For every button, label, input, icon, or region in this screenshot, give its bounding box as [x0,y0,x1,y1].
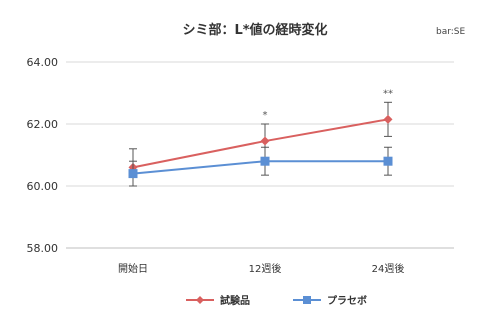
x-tick-label: 12週後 [249,262,282,275]
legend: 試験品 プラセボ [186,294,367,307]
significance-annotations: *** [263,88,394,121]
y-axis-ticks: 58.00 60.00 62.00 64.00 [27,56,59,255]
y-tick-label: 62.00 [27,118,59,131]
legend-item-1: 試験品 [186,294,250,307]
series-2 [128,146,393,187]
y-tick-label: 58.00 [27,242,59,255]
y-tick-label: 60.00 [27,180,59,193]
gridlines [66,61,454,249]
series-1 [128,101,393,187]
legend-marker [303,296,311,304]
x-tick-label: 24週後 [372,262,405,275]
data-point [383,114,393,124]
data-point [383,156,393,166]
legend-label: プラセボ [327,294,367,307]
y-tick-label: 64.00 [27,56,59,69]
data-point [128,169,138,179]
significance-marker: * [263,110,268,121]
data-point [260,136,270,146]
x-tick-label: 開始日 [118,262,148,275]
chart-title: シミ部：L*値の経時変化 [182,22,327,38]
legend-marker [196,296,204,304]
series-group [128,101,393,187]
legend-item-2: プラセボ [293,294,367,307]
significance-marker: ** [383,88,393,99]
data-point [260,156,270,166]
legend-label: 試験品 [220,294,250,307]
x-axis-ticks: 開始日 12週後 24週後 [118,262,404,275]
error-bar-note: bar:SE [436,27,466,37]
